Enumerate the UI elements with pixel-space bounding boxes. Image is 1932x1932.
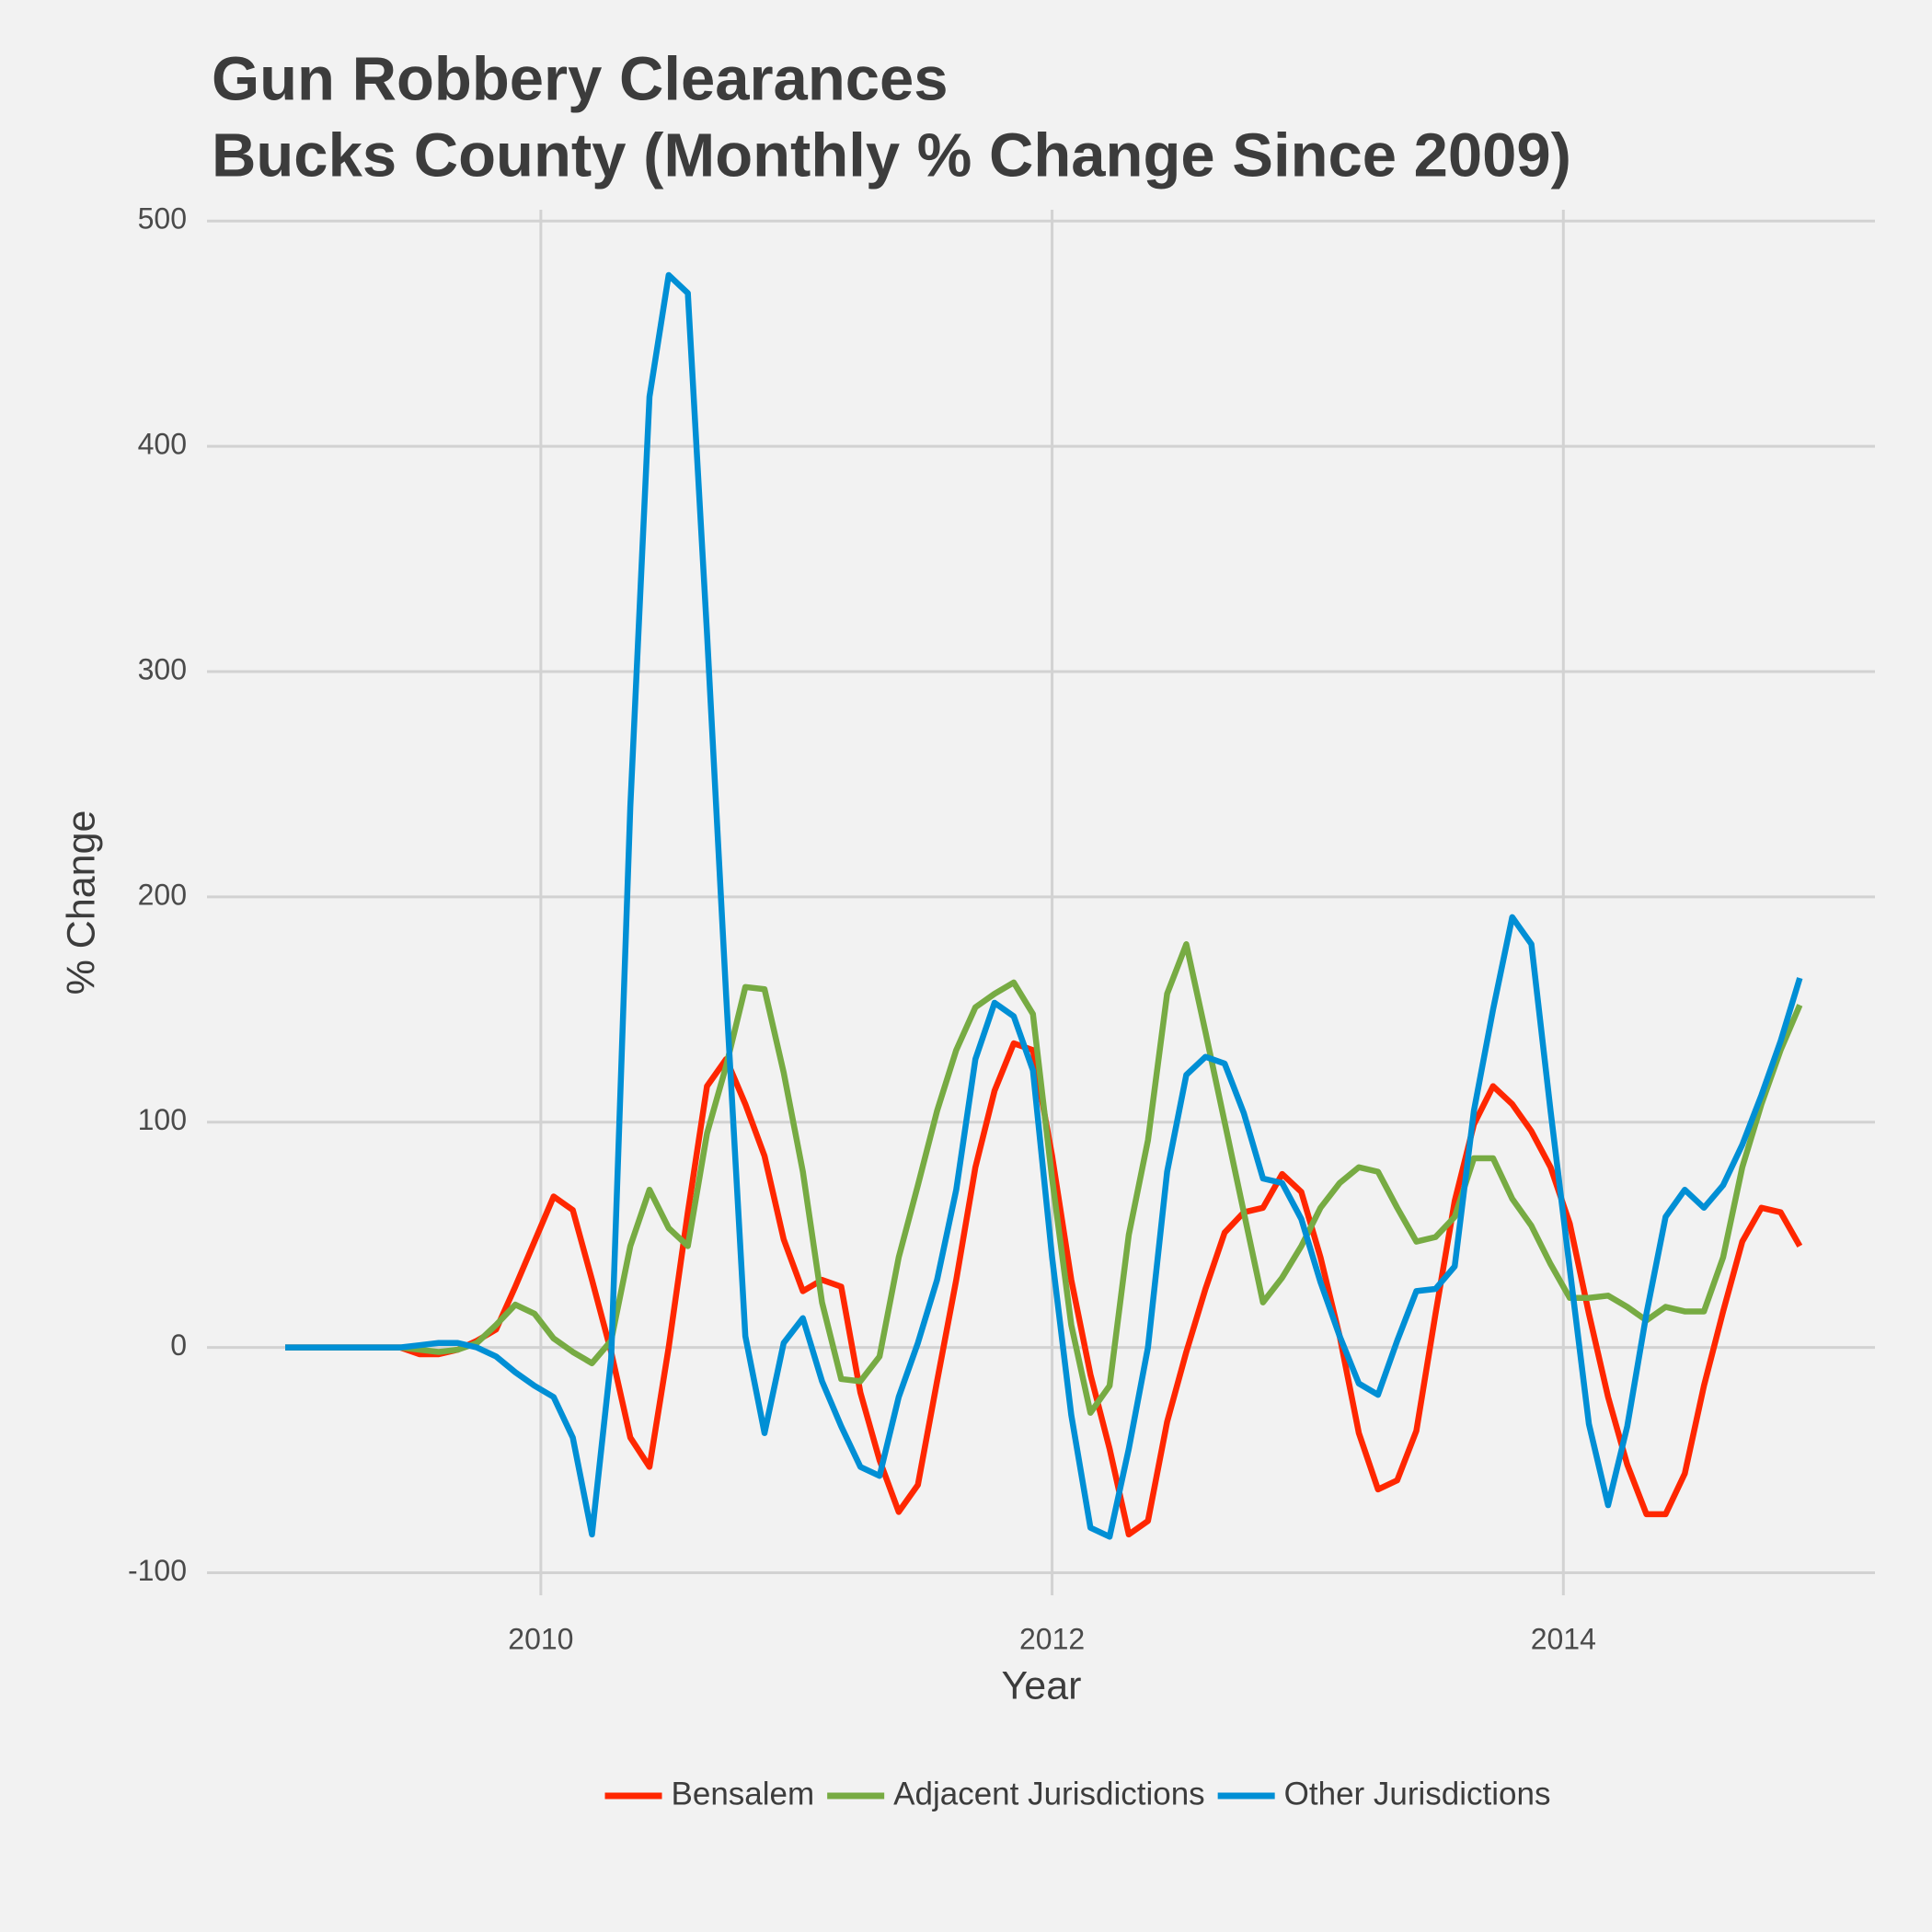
legend-label: Adjacent Jurisdictions xyxy=(893,1776,1205,1811)
y-tick-label: -100 xyxy=(128,1554,187,1587)
y-tick-label: 400 xyxy=(138,428,187,461)
x-tick-label: 2012 xyxy=(1019,1622,1085,1655)
y-tick-label: 0 xyxy=(170,1328,187,1362)
series-line xyxy=(285,271,1803,1540)
grid xyxy=(207,210,1875,1595)
x-axis-title: Year xyxy=(1002,1663,1082,1708)
y-tick-label: 100 xyxy=(138,1103,187,1136)
legend-label: Other Jurisdictions xyxy=(1284,1776,1551,1811)
y-tick-label: 500 xyxy=(138,202,187,236)
chart-title: Gun Robbery Clearances xyxy=(212,45,949,114)
x-tick-label: 2010 xyxy=(508,1622,573,1655)
series-line xyxy=(285,941,1803,1416)
x-tick-label: 2014 xyxy=(1531,1622,1596,1655)
y-tick-label: 300 xyxy=(138,652,187,685)
lines xyxy=(285,271,1803,1540)
chart-subtitle: Bucks County (Monthly % Change Since 200… xyxy=(212,121,1571,190)
legend-label: Bensalem xyxy=(672,1776,815,1811)
y-tick-label: 200 xyxy=(138,878,187,911)
legend: Bensalem Adjacent Jurisdictions Other Juri… xyxy=(604,1776,1551,1811)
y-axis-title: % Change xyxy=(59,811,103,995)
